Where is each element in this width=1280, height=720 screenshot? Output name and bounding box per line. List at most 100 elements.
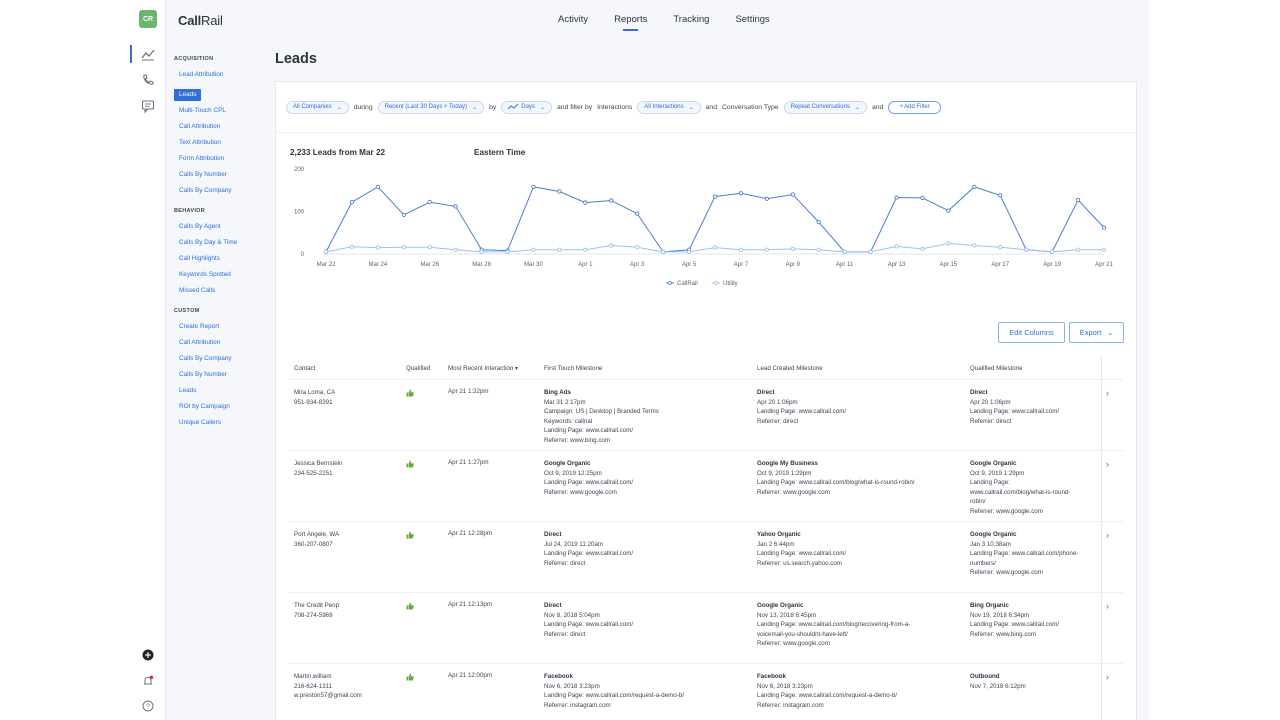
table-row[interactable]: The Credit Peop 708-274-5969 Apr 21 12:13p… bbox=[288, 593, 1123, 664]
data-point[interactable] bbox=[816, 219, 821, 225]
data-point[interactable] bbox=[479, 249, 484, 255]
thumbs-up-icon[interactable] bbox=[406, 602, 414, 610]
data-point[interactable] bbox=[375, 184, 381, 189]
tab-activity[interactable]: Activity bbox=[558, 14, 589, 25]
brand-wordmark[interactable]: CallRail bbox=[178, 13, 223, 28]
help-icon[interactable]: ? bbox=[142, 700, 154, 712]
data-point[interactable] bbox=[635, 211, 640, 216]
legend-label[interactable]: CallRail bbox=[677, 281, 698, 287]
header-most-recent-interaction[interactable]: Most Recent Interaction ▾ bbox=[448, 365, 519, 372]
sidebar-item-leads[interactable]: Leads bbox=[174, 89, 202, 101]
sidebar-item-multi-touch-cpl[interactable]: Multi-Touch CPL bbox=[179, 107, 226, 114]
interactions-select[interactable]: All Interactions ⌄ bbox=[637, 100, 701, 114]
data-point[interactable] bbox=[946, 241, 951, 246]
export-button[interactable]: Export ⌄ bbox=[1069, 322, 1124, 343]
sidebar-item-lead-attribution[interactable]: Lead Attribution bbox=[179, 71, 224, 78]
chevron-right-icon[interactable]: › bbox=[1106, 388, 1109, 398]
company-select[interactable]: All Companies ⌄ bbox=[286, 100, 349, 114]
data-point[interactable] bbox=[453, 247, 458, 252]
data-point[interactable] bbox=[427, 200, 432, 205]
data-point[interactable] bbox=[1101, 225, 1107, 230]
data-point[interactable] bbox=[868, 249, 873, 255]
sidebar-item-custom-calls-by-company[interactable]: Calls By Company bbox=[179, 355, 232, 362]
data-point[interactable] bbox=[557, 189, 562, 194]
table-row[interactable]: Port Angele, WA 360-207-0807 Apr 21 12:28p… bbox=[288, 522, 1123, 593]
sidebar-item-create-report[interactable]: Create Report bbox=[179, 323, 220, 330]
sidebar-item-text-attribution[interactable]: Text Attribution bbox=[179, 139, 221, 146]
reports-chart-icon[interactable] bbox=[140, 46, 156, 62]
data-point[interactable] bbox=[323, 249, 329, 255]
sidebar-item-calls-by-company[interactable]: Calls By Company bbox=[179, 187, 232, 194]
phone-calls-icon[interactable] bbox=[140, 72, 156, 88]
data-point[interactable] bbox=[531, 247, 536, 252]
header-lead-created[interactable]: Lead Created Milestone bbox=[757, 364, 823, 372]
chevron-right-icon[interactable]: › bbox=[1106, 530, 1109, 540]
sidebar-item-calls-by-day-time[interactable]: Calls By Day & Time bbox=[179, 239, 238, 246]
interval-select[interactable]: Days ⌄ bbox=[501, 100, 552, 114]
data-point[interactable] bbox=[764, 196, 770, 201]
add-filter-button[interactable]: + Add Filter bbox=[888, 100, 941, 114]
sidebar-item-calls-by-number[interactable]: Calls By Number bbox=[179, 171, 227, 178]
company-logo[interactable]: CR bbox=[139, 10, 157, 28]
sidebar-item-calls-by-agent[interactable]: Calls By Agent bbox=[179, 223, 221, 230]
data-point[interactable] bbox=[920, 246, 925, 252]
data-point[interactable] bbox=[998, 245, 1003, 250]
data-point[interactable] bbox=[764, 247, 770, 252]
data-point[interactable] bbox=[998, 193, 1003, 198]
messages-icon[interactable] bbox=[140, 98, 156, 114]
header-first-touch[interactable]: First Touch Milestone bbox=[544, 364, 603, 372]
data-point[interactable] bbox=[738, 247, 744, 252]
data-point[interactable] bbox=[505, 249, 510, 255]
data-point[interactable] bbox=[401, 245, 406, 250]
date-range-select[interactable]: Recent (Last 30 Days + Today) ⌄ bbox=[377, 100, 485, 114]
tab-settings[interactable]: Settings bbox=[735, 14, 770, 25]
data-point[interactable] bbox=[816, 247, 821, 252]
data-point[interactable] bbox=[349, 200, 355, 205]
data-point[interactable] bbox=[1101, 247, 1107, 252]
data-point[interactable] bbox=[790, 192, 795, 197]
tab-tracking[interactable]: Tracking bbox=[673, 14, 710, 25]
table-row[interactable]: Mira Loma, CA 951-934-8391 Apr 21 1:32pm Bi… bbox=[288, 380, 1123, 451]
sidebar-item-unique-callers[interactable]: Unique Callers bbox=[179, 419, 221, 426]
sidebar-item-missed-calls[interactable]: Missed Calls bbox=[179, 287, 216, 294]
tab-reports[interactable]: Reports bbox=[614, 14, 647, 31]
data-point[interactable] bbox=[427, 245, 432, 250]
data-point[interactable] bbox=[1049, 249, 1055, 255]
chevron-right-icon[interactable]: › bbox=[1106, 601, 1109, 611]
data-point[interactable] bbox=[1075, 247, 1081, 252]
header-qualified-milestone[interactable]: Qualified Milestone bbox=[970, 364, 1023, 372]
data-point[interactable] bbox=[1024, 247, 1029, 252]
data-point[interactable] bbox=[583, 200, 588, 205]
sidebar-item-custom-calls-by-number[interactable]: Calls By Number bbox=[179, 371, 227, 378]
header-qualified[interactable]: Qualified bbox=[406, 365, 431, 372]
data-point[interactable] bbox=[920, 195, 925, 201]
notifications-bell-icon[interactable] bbox=[142, 675, 154, 687]
data-point[interactable] bbox=[972, 243, 977, 248]
sidebar-item-roi-by-campaign[interactable]: ROI by Campaign bbox=[179, 403, 230, 410]
data-point[interactable] bbox=[375, 245, 381, 250]
data-point[interactable] bbox=[738, 191, 744, 196]
data-point[interactable] bbox=[660, 249, 666, 255]
data-point[interactable] bbox=[712, 194, 718, 199]
data-point[interactable] bbox=[609, 198, 614, 203]
data-point[interactable] bbox=[712, 245, 718, 250]
data-point[interactable] bbox=[790, 246, 795, 252]
thumbs-up-icon[interactable] bbox=[406, 531, 414, 539]
data-point[interactable] bbox=[453, 204, 458, 209]
data-point[interactable] bbox=[609, 243, 614, 248]
data-point[interactable] bbox=[946, 208, 951, 213]
table-row[interactable]: Martin,william 216-624-1311 w.preston57@gm… bbox=[288, 664, 1123, 720]
thumbs-up-icon[interactable] bbox=[406, 389, 414, 397]
sidebar-item-custom-call-attribution[interactable]: Call Attribution bbox=[179, 339, 221, 346]
data-point[interactable] bbox=[349, 244, 355, 249]
conversation-type-select[interactable]: Repeat Conversations ⌄ bbox=[783, 100, 867, 114]
header-contact[interactable]: Contact bbox=[294, 364, 316, 372]
sidebar-item-custom-leads[interactable]: Leads bbox=[179, 387, 197, 394]
edit-columns-button[interactable]: Edit Columns bbox=[998, 322, 1065, 343]
data-point[interactable] bbox=[531, 184, 536, 189]
data-point[interactable] bbox=[635, 245, 640, 250]
data-point[interactable] bbox=[557, 247, 562, 252]
table-row[interactable]: Jessica Bernstein 234-525-2251 Apr 21 1:27… bbox=[288, 451, 1123, 522]
chevron-right-icon[interactable]: › bbox=[1106, 672, 1109, 682]
data-point[interactable] bbox=[842, 249, 847, 255]
